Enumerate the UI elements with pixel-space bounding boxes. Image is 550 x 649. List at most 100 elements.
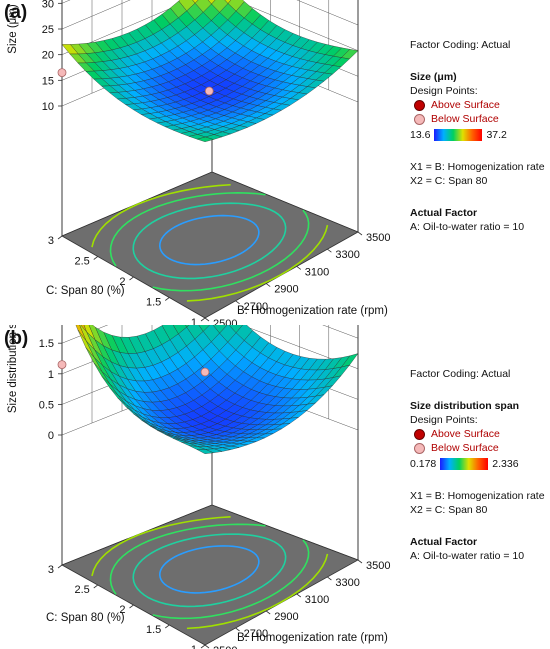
x-tick-label: 3100	[305, 594, 329, 606]
colorbar: 0.178 2.336	[410, 457, 545, 471]
actual-factor-value: A: Oil-to-water ratio = 10	[410, 550, 525, 562]
wall-gridline	[61, 0, 359, 55]
x-tick	[265, 283, 271, 287]
y-tick	[129, 276, 134, 281]
z-tick-label: 0	[48, 430, 54, 442]
panel-b: 0 0.5 1 1.5 2 2.5 Size distribution span 2500 27…	[0, 325, 550, 649]
x-tick	[235, 627, 240, 632]
above-surface-label: Above Surface	[431, 99, 500, 111]
panel-a: 10152025303540Size (μm)25002700290031003…	[4, 0, 545, 325]
above-surface-marker	[414, 428, 425, 440]
above-surface-entry: Above Surface	[414, 98, 545, 112]
colorbar-min: 0.178	[410, 458, 437, 470]
contour-line	[186, 224, 329, 302]
colorbar-gradient	[440, 458, 489, 470]
y-tick	[129, 604, 134, 609]
x-tick	[357, 231, 363, 236]
z-tick-label: 20	[42, 50, 54, 62]
actual-factor-title: Actual Factor	[410, 207, 478, 219]
colorbar-min: 13.6	[410, 129, 431, 141]
contour-line	[186, 553, 329, 630]
y-tick-label: 2.5	[74, 584, 89, 596]
actual-factor-title: Actual Factor	[410, 536, 478, 548]
x-tick-label: 3300	[335, 577, 359, 589]
y-tick-label: 2.5	[74, 256, 89, 268]
below-surface-label: Below Surface	[431, 113, 499, 125]
z-tick-label: 1.5	[39, 338, 54, 350]
x-tick-label: 2900	[274, 611, 298, 623]
surface-plot-b: 0 0.5 1 1.5 2 2.5 Size distribution span 2500 27…	[7, 325, 390, 649]
x-tick	[327, 248, 332, 253]
x-tick	[296, 593, 302, 598]
contour-line	[158, 545, 260, 594]
y-tick-label: 1	[191, 644, 197, 649]
y-axis-label: C: Span 80 (%)	[46, 612, 125, 624]
y-tick	[57, 564, 63, 569]
y-tick	[200, 317, 206, 322]
x2-label: X2 = C: Span 80	[410, 175, 488, 187]
response-name: Size distribution span	[410, 400, 520, 412]
floor-plane	[61, 171, 359, 319]
actual-factor-value: A: Oil-to-water ratio = 10	[410, 221, 525, 233]
design-points-label: Design Points:	[410, 414, 478, 426]
contour-line	[109, 192, 266, 267]
surface-cell	[207, 0, 216, 5]
x-tick-label: 3100	[305, 266, 329, 278]
factor-coding: Factor Coding: Actual	[410, 39, 511, 51]
colorbar-max: 2.336	[492, 458, 519, 470]
x-tick	[235, 300, 240, 305]
contour-line	[91, 515, 231, 577]
x1-label: X1 = B: Homogenization rate	[410, 490, 545, 502]
colorbar-gradient	[434, 129, 483, 141]
y-tick	[200, 644, 206, 649]
contour-line	[132, 533, 287, 608]
x-tick-label: 2500	[213, 318, 237, 325]
contour-floor	[61, 171, 359, 319]
above-surface-entry: Above Surface	[414, 427, 545, 441]
x-tick-label: 2700	[244, 628, 268, 640]
response-surface	[75, 325, 359, 454]
floor-plane	[61, 504, 359, 646]
x-tick-label: 3300	[335, 249, 359, 261]
design-point	[57, 360, 67, 370]
z-tick-label: 1	[48, 369, 54, 381]
y-tick-label: 2	[119, 276, 125, 288]
z-tick-label: 10	[42, 101, 54, 113]
surface-cell	[192, 0, 199, 4]
y-tick-label: 2	[119, 604, 125, 616]
above-surface-marker	[414, 99, 425, 111]
colorbar: 13.6 37.2	[410, 128, 545, 142]
surface-cell	[224, 0, 232, 4]
x-tick-label: 3500	[366, 560, 390, 572]
y-tick	[165, 297, 170, 301]
x-tick	[204, 317, 210, 322]
below-surface-label: Below Surface	[431, 442, 499, 454]
z-tick-label: 25	[42, 24, 54, 36]
design-point	[204, 86, 214, 96]
y-tick	[93, 256, 98, 260]
y-tick-label: 3	[48, 235, 54, 247]
wall-gridline	[61, 0, 359, 30]
contour-line	[152, 539, 310, 620]
below-surface-entry: Below Surface	[414, 112, 545, 126]
below-surface-marker	[414, 113, 425, 125]
contour-line	[91, 183, 231, 248]
response-name: Size (μm)	[410, 71, 457, 83]
below-surface-marker	[414, 442, 425, 454]
contour-line	[132, 202, 287, 280]
x-axis-label: B: Homogenization rate (rpm)	[237, 305, 388, 317]
z-tick-label: 30	[42, 0, 54, 10]
x-tick-label: 2700	[244, 301, 268, 313]
x-tick-label: 2900	[274, 284, 298, 296]
surface-cell	[196, 449, 215, 454]
x-tick	[327, 576, 332, 581]
y-axis-label: C: Span 80 (%)	[46, 285, 125, 297]
legend-a: Factor Coding: Actual Size (μm) Design P…	[410, 38, 545, 234]
y-tick-label: 1	[191, 317, 197, 325]
legend-b: Factor Coding: Actual Size distribution …	[410, 367, 545, 563]
z-axis-label: Size (μm)	[7, 4, 19, 54]
x-tick	[204, 644, 210, 649]
y-tick	[165, 624, 170, 629]
z-tick-label: 15	[42, 75, 54, 87]
x-axis-label: B: Homogenization rate (rpm)	[237, 632, 388, 644]
